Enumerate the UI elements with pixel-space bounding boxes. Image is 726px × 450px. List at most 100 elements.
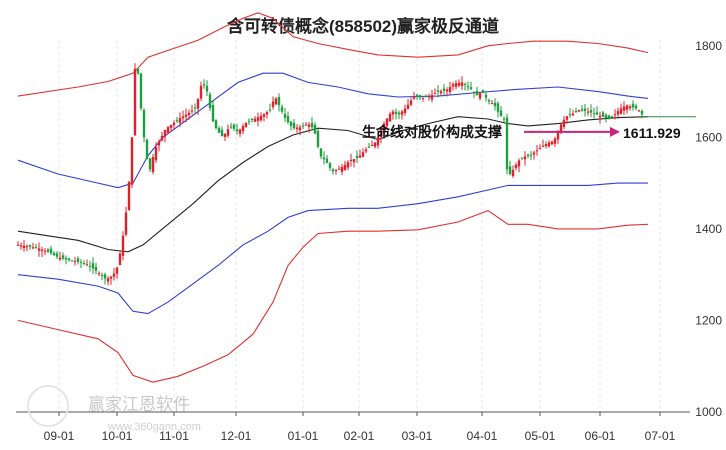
candle-body [136, 68, 140, 74]
candle-body [214, 120, 218, 129]
candle-body [517, 160, 521, 167]
candle-body [37, 248, 41, 251]
candle-body [184, 114, 188, 117]
candle-body [529, 154, 533, 156]
candle-body [370, 144, 374, 147]
candle-body [487, 100, 491, 102]
candle-body [169, 124, 173, 129]
candle-body [133, 68, 137, 136]
candle-body [445, 89, 449, 92]
candle-body [259, 115, 263, 121]
candle-body [157, 141, 161, 146]
candle-body [451, 84, 455, 87]
candle-body [145, 139, 149, 160]
channel-lines [17, 12, 649, 383]
candle-body [226, 129, 230, 136]
candle-body [295, 127, 299, 130]
candle-body [223, 134, 227, 137]
candle-body [355, 155, 359, 159]
candle-body [469, 87, 473, 90]
candle-body [28, 245, 32, 247]
x-tick-label: 09-01 [44, 429, 75, 443]
watermark-seal-icon [27, 385, 69, 427]
candle-body [325, 158, 329, 163]
candle-body [187, 112, 191, 116]
candle-body [490, 103, 494, 105]
midline-line [17, 116, 649, 253]
candle-body [211, 104, 215, 122]
candle-body [49, 248, 53, 254]
candle-body [337, 168, 341, 170]
candle-body [412, 96, 416, 99]
candle-body [538, 148, 542, 150]
candle-body [559, 124, 563, 133]
candle-body [139, 73, 143, 109]
candle-body [394, 111, 398, 114]
candle-body [433, 93, 437, 95]
candle-body [328, 163, 332, 169]
candle-body [109, 276, 113, 279]
candle-body [178, 118, 182, 123]
candle-body [334, 170, 338, 172]
candle-body [286, 116, 290, 123]
candle-body [514, 164, 518, 168]
inner-lower-line [17, 182, 648, 315]
candle-body [73, 261, 77, 263]
x-tick-label: 10-01 [102, 429, 133, 443]
arrow-head-icon [610, 126, 620, 137]
candle-body [316, 131, 320, 147]
candle-body [232, 124, 236, 129]
x-tick-labels: 09-01 10-01 11-01 12-01 01-01 02-01 03-01 04-01… [44, 412, 676, 443]
candle-body [556, 130, 560, 140]
candle-body [64, 257, 68, 260]
candle-body [475, 91, 479, 96]
candle-body [172, 122, 176, 126]
candle-body [100, 275, 104, 277]
candle-body [544, 144, 548, 147]
candle-body [220, 129, 224, 137]
candle-body [385, 118, 389, 126]
candle-body [79, 261, 83, 263]
candle-body [580, 109, 584, 111]
candle-body [463, 84, 467, 86]
candle-body [454, 83, 458, 87]
candle-body [616, 111, 620, 115]
candle-body [202, 84, 206, 86]
candle-body [25, 246, 29, 248]
candle-body [76, 258, 80, 262]
candle-body [400, 111, 404, 115]
candle-body [280, 106, 284, 112]
candle-body [91, 263, 95, 269]
candle-body [406, 104, 410, 109]
candle-body [31, 247, 35, 249]
candle-body [520, 157, 524, 159]
y-axis: 1000 1200 1400 1600 1800 [695, 39, 722, 419]
candle-body [106, 278, 110, 282]
candle-body [604, 114, 608, 119]
candle-body [430, 94, 434, 100]
watermark-text: 赢家江恩软件 [88, 395, 190, 415]
candle-body [58, 257, 62, 260]
candle-body [148, 158, 152, 170]
candle-body [235, 129, 239, 132]
candle-body [283, 113, 287, 118]
candle-body [547, 142, 551, 147]
candle-body [535, 150, 539, 152]
candle-body [313, 124, 317, 134]
candle-body [34, 246, 38, 248]
candle-body [523, 156, 527, 160]
candle-body [256, 117, 260, 121]
candle-body [19, 245, 23, 247]
candle-body [181, 116, 185, 119]
candle-body [349, 159, 353, 161]
candle-body [628, 106, 632, 109]
candle-body [241, 126, 245, 132]
candle-body [160, 135, 164, 141]
candle-body [238, 129, 242, 134]
candle-body [70, 260, 74, 262]
candle-body [601, 112, 605, 117]
candle-body [40, 249, 44, 251]
candle-body [289, 121, 293, 126]
x-tick-label: 03-01 [402, 429, 433, 443]
candle-body [229, 126, 233, 128]
